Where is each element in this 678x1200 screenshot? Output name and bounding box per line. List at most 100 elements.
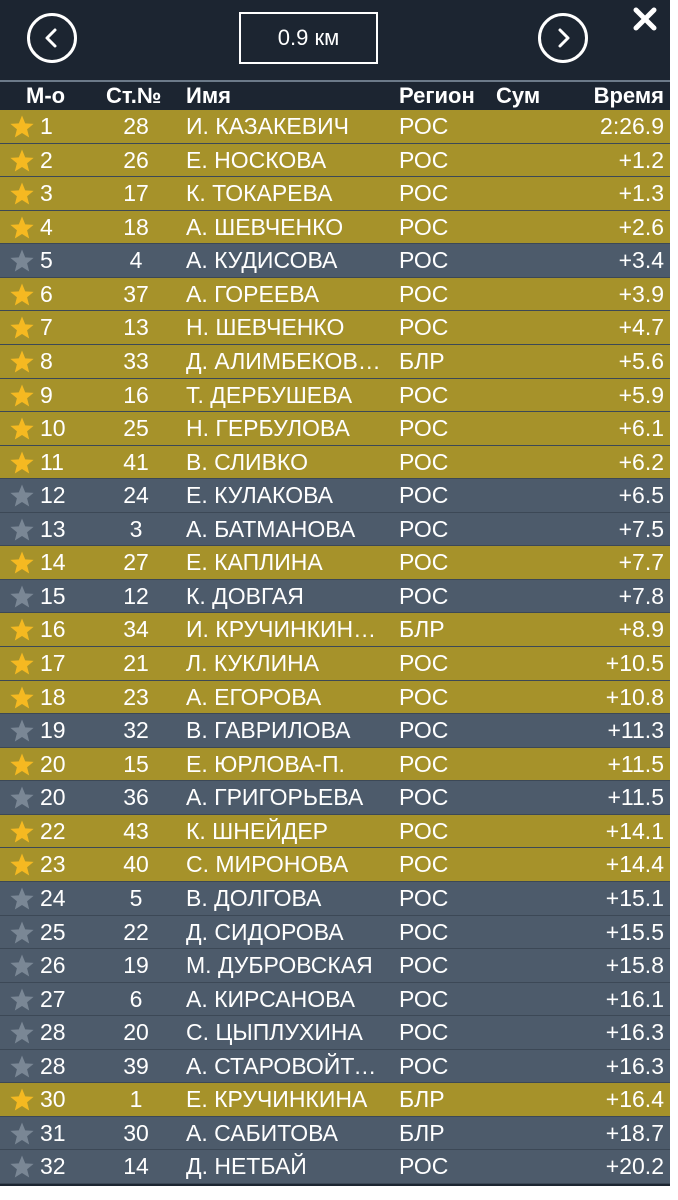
favorite-star-icon[interactable]: [9, 1154, 35, 1180]
favorite-star-icon[interactable]: [9, 1020, 35, 1046]
table-row[interactable]: 20 36 А. ГРИГОРЬЕВА РОС +11.5: [0, 781, 670, 815]
favorite-star-icon[interactable]: [9, 953, 35, 979]
header-place[interactable]: М-о: [26, 83, 66, 108]
favorite-star-icon[interactable]: [9, 416, 35, 442]
favorite-star-icon[interactable]: [9, 685, 35, 711]
cell-bib: 23: [123, 683, 149, 710]
favorite-star-icon[interactable]: [9, 1087, 35, 1113]
favorite-star-icon[interactable]: [9, 852, 35, 878]
cell-region: РОС: [399, 1019, 449, 1046]
favorite-star-icon[interactable]: [9, 987, 35, 1013]
favorite-star-icon[interactable]: [9, 651, 35, 677]
close-button[interactable]: [628, 2, 662, 36]
table-row[interactable]: 11 41 В. СЛИВКО РОС +6.2: [0, 445, 670, 480]
cell-time: +10.8: [605, 683, 664, 710]
cell-bib: 18: [123, 213, 149, 240]
table-row[interactable]: 16 34 И. КРУЧИНКИН… БЛР +8.9: [0, 613, 670, 647]
table-row[interactable]: 18 23 А. ЕГОРОВА РОС +10.8: [0, 680, 670, 715]
favorite-star-icon[interactable]: [9, 1121, 35, 1147]
cell-time: +5.9: [618, 381, 664, 408]
table-row[interactable]: 12 24 Е. КУЛАКОВА РОС +6.5: [0, 479, 670, 513]
table-row[interactable]: 31 30 А. САБИТОВА БЛР +18.7: [0, 1116, 670, 1151]
cell-bib: 20: [123, 1019, 149, 1046]
table-header: М-о Ст.№ Имя Регион Сум Время: [0, 82, 670, 110]
cell-name: И. КАЗАКЕВИЧ: [186, 113, 349, 139]
table-row[interactable]: 8 33 Д. АЛИМБЕКОВ… БЛР +5.6: [0, 344, 670, 379]
cell-name: К. ДОВГАЯ: [186, 582, 304, 609]
favorite-star-icon[interactable]: [9, 1054, 35, 1080]
cell-place: 17: [40, 650, 66, 676]
favorite-star-icon[interactable]: [9, 282, 35, 308]
table-row[interactable]: 14 27 Е. КАПЛИНА РОС +7.7: [0, 546, 670, 580]
table-row[interactable]: 26 19 М. ДУБРОВСКАЯ РОС +15.8: [0, 949, 670, 983]
table-row[interactable]: 30 1 Е. КРУЧИНКИНА БЛР +16.4: [0, 1083, 670, 1117]
table-row[interactable]: 20 15 Е. ЮРЛОВА-П. РОС +11.5: [0, 747, 670, 782]
favorite-star-icon[interactable]: [9, 248, 35, 274]
favorite-star-icon[interactable]: [9, 584, 35, 610]
table-row[interactable]: 1 28 И. КАЗАКЕВИЧ РОС 2:26.9: [0, 110, 670, 144]
cell-region: РОС: [399, 381, 449, 408]
table-row[interactable]: 27 6 А. КИРСАНОВА РОС +16.1: [0, 982, 670, 1017]
cell-bib: 30: [123, 1119, 149, 1146]
cell-place: 32: [40, 1153, 66, 1180]
table-row[interactable]: 28 39 А. СТАРОВОЙТО… РОС +16.3: [0, 1049, 670, 1084]
favorite-star-icon[interactable]: [9, 718, 35, 744]
cell-bib: 3: [129, 515, 143, 542]
header-time[interactable]: Время: [593, 83, 664, 108]
favorite-star-icon[interactable]: [9, 215, 35, 241]
table-row[interactable]: 17 21 Л. КУКЛИНА РОС +10.5: [0, 647, 670, 681]
favorite-star-icon[interactable]: [9, 114, 35, 140]
previous-split-button[interactable]: [27, 13, 77, 63]
header-sum[interactable]: Сум: [496, 83, 541, 108]
table-row[interactable]: 19 32 В. ГАВРИЛОВА РОС +11.3: [0, 714, 670, 748]
table-row[interactable]: 15 12 К. ДОВГАЯ РОС +7.8: [0, 579, 670, 614]
favorite-star-icon[interactable]: [9, 450, 35, 476]
cell-place: 3: [40, 180, 53, 207]
table-row[interactable]: 6 37 А. ГОРЕЕВА РОС +3.9: [0, 277, 670, 312]
distance-selector[interactable]: 0.9 км: [239, 12, 378, 64]
favorite-star-icon[interactable]: [9, 517, 35, 543]
cell-time: +15.5: [605, 918, 664, 945]
header-name[interactable]: Имя: [186, 83, 231, 108]
table-row[interactable]: 10 25 Н. ГЕРБУЛОВА РОС +6.1: [0, 412, 670, 446]
header-region[interactable]: Регион: [399, 83, 475, 108]
table-row[interactable]: 5 4 А. КУДИСОВА РОС +3.4: [0, 244, 670, 278]
table-row[interactable]: 22 43 К. ШНЕЙДЕР РОС +14.1: [0, 814, 670, 849]
favorite-star-icon[interactable]: [9, 886, 35, 912]
table-row[interactable]: 24 5 В. ДОЛГОВА РОС +15.1: [0, 881, 670, 916]
table-row[interactable]: 3 17 К. ТОКАРЕВА РОС +1.3: [0, 177, 670, 211]
header-bib[interactable]: Ст.№: [106, 83, 162, 108]
cell-place: 16: [40, 616, 66, 643]
table-row[interactable]: 28 20 С. ЦЫПЛУХИНА РОС +16.3: [0, 1016, 670, 1050]
next-split-button[interactable]: [538, 13, 588, 63]
favorite-star-icon[interactable]: [9, 819, 35, 845]
favorite-star-icon[interactable]: [9, 785, 35, 811]
cell-place: 30: [40, 1086, 66, 1113]
table-row[interactable]: 13 3 А. БАТМАНОВА РОС +7.5: [0, 512, 670, 547]
favorite-star-icon[interactable]: [9, 148, 35, 174]
favorite-star-icon[interactable]: [9, 617, 35, 643]
favorite-star-icon[interactable]: [9, 752, 35, 778]
cell-bib: 25: [123, 415, 149, 442]
table-row[interactable]: 7 13 Н. ШЕВЧЕНКО РОС +4.7: [0, 311, 670, 345]
favorite-star-icon[interactable]: [9, 550, 35, 576]
table-row[interactable]: 32 14 Д. НЕТБАЙ РОС +20.2: [0, 1150, 670, 1184]
table-row[interactable]: 9 16 Т. ДЕРБУШЕВА РОС +5.9: [0, 378, 670, 413]
favorite-star-icon[interactable]: [9, 181, 35, 207]
table-row[interactable]: 25 22 Д. СИДОРОВА РОС +15.5: [0, 915, 670, 950]
cell-time: +16.1: [605, 985, 664, 1012]
table-row[interactable]: 4 18 А. ШЕВЧЕНКО РОС +2.6: [0, 210, 670, 245]
favorite-star-icon[interactable]: [9, 383, 35, 409]
cell-place: 12: [40, 482, 66, 509]
cell-region: БЛР: [399, 1086, 445, 1113]
favorite-star-icon[interactable]: [9, 920, 35, 946]
cell-name: А. САБИТОВА: [186, 1119, 339, 1146]
cell-time: +8.9: [618, 616, 664, 643]
cell-time: +11.5: [607, 784, 665, 811]
table-row[interactable]: 2 26 Е. НОСКОВА РОС +1.2: [0, 143, 670, 178]
favorite-star-icon[interactable]: [9, 483, 35, 509]
close-icon: [633, 7, 657, 31]
favorite-star-icon[interactable]: [9, 349, 35, 375]
table-row[interactable]: 23 40 С. МИРОНОВА РОС +14.4: [0, 848, 670, 882]
favorite-star-icon[interactable]: [9, 315, 35, 341]
